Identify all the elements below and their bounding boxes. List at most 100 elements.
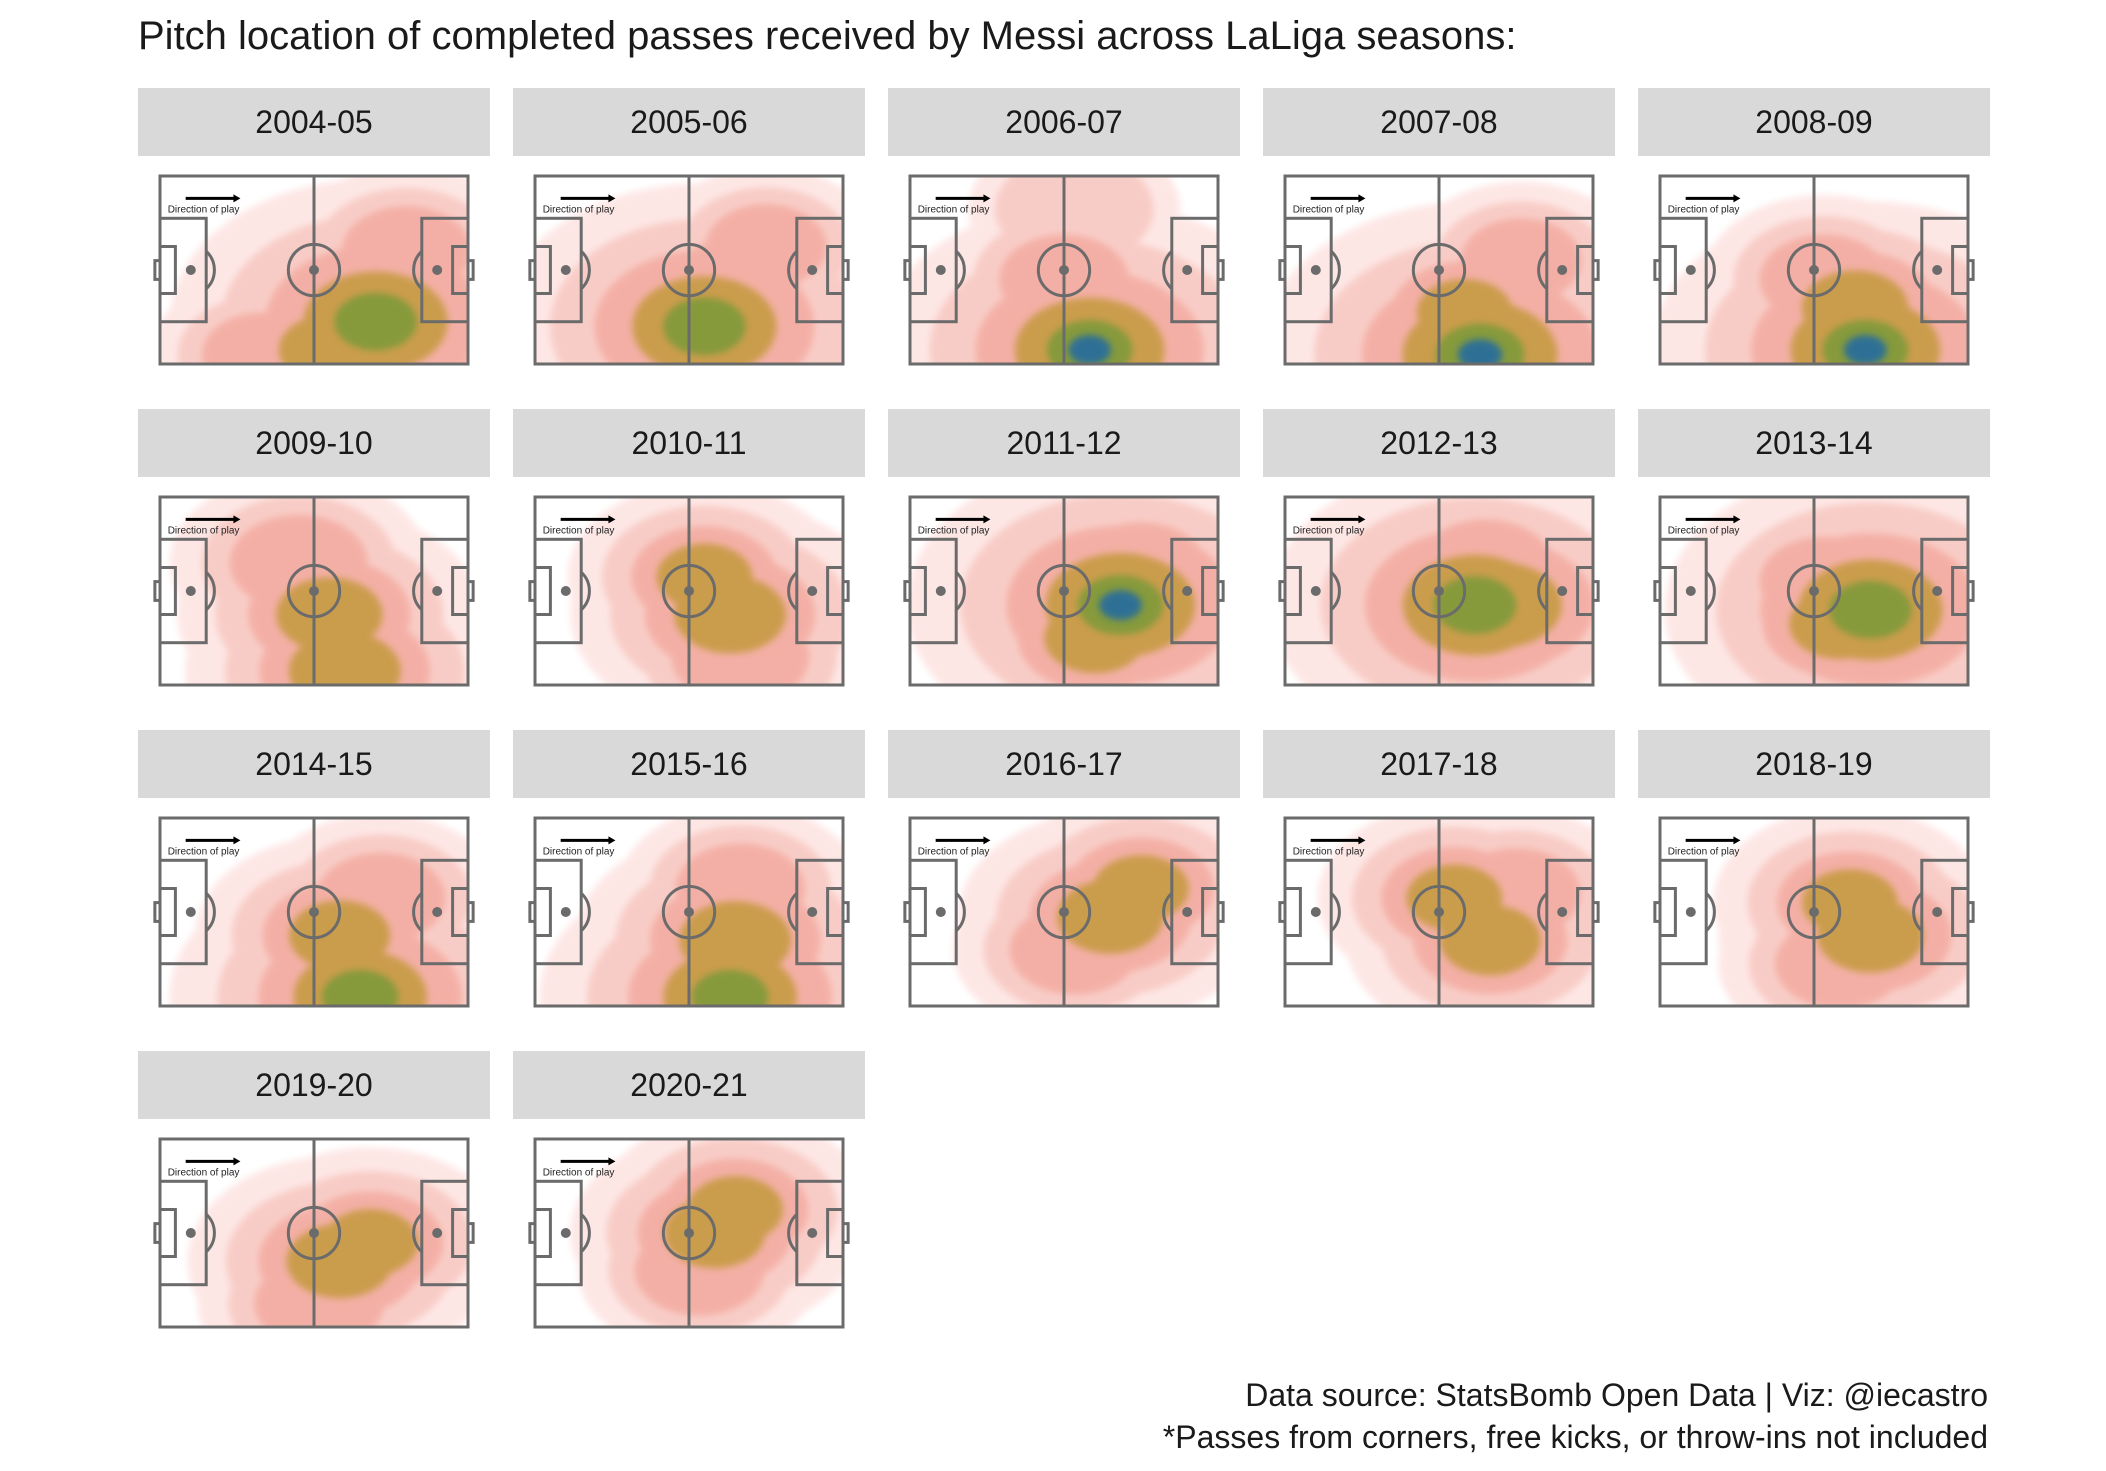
- pitch-density-plot: Direction of play: [528, 816, 850, 1008]
- pitch-markings: [1653, 816, 1975, 1008]
- facet-panel: 2008-09 Direction of play: [1638, 88, 1990, 374]
- facet-panel: 2016-17 Direction of play: [888, 730, 1240, 1016]
- direction-label: Direction of play: [1293, 846, 1365, 857]
- direction-arrow-icon: [1685, 194, 1741, 203]
- direction-label: Direction of play: [168, 1167, 240, 1178]
- density-contour: [1068, 335, 1112, 364]
- pitch-markings: [903, 495, 1225, 687]
- facet-panel: 2010-11 Direction of play: [513, 409, 865, 695]
- direction-arrow-icon: [560, 515, 616, 524]
- direction-arrow-icon: [1310, 194, 1366, 203]
- facet-panel: 2017-18 Direction of play: [1263, 730, 1615, 1016]
- direction-arrow-icon: [1685, 515, 1741, 524]
- caption-source: Data source: StatsBomb Open Data | Viz: …: [1245, 1377, 1988, 1413]
- pitch-markings: [153, 1137, 475, 1329]
- direction-label: Direction of play: [1668, 204, 1740, 215]
- facet-strip-label: 2011-12: [888, 409, 1240, 477]
- facet-panel: 2020-21 Direction of play: [513, 1051, 865, 1337]
- density-layer: [539, 818, 843, 1006]
- chart-title: Pitch location of completed passes recei…: [138, 14, 1517, 58]
- density-contour: [1093, 855, 1189, 922]
- caption-note: *Passes from corners, free kicks, or thr…: [1162, 1419, 1988, 1455]
- pitch-markings: [1278, 816, 1600, 1008]
- pitch-density-plot: Direction of play: [1278, 816, 1600, 1008]
- density-contour: [334, 293, 417, 351]
- pitch-markings: [528, 174, 850, 366]
- direction-label: Direction of play: [918, 204, 990, 215]
- facet-strip-label: 2006-07: [888, 88, 1240, 156]
- direction-arrow-icon: [560, 1157, 616, 1166]
- pitch-markings: [1278, 174, 1600, 366]
- facet-panel: 2007-08 Direction of play: [1263, 88, 1615, 374]
- facet-panel: 2011-12 Direction of play: [888, 409, 1240, 695]
- direction-label: Direction of play: [1668, 525, 1740, 536]
- pitch-density-plot: Direction of play: [1278, 495, 1600, 687]
- facet-strip-label: 2018-19: [1638, 730, 1990, 798]
- facet-panel: 2005-06 Direction of play: [513, 88, 865, 374]
- density-layer: [1660, 195, 1968, 364]
- density-contour: [322, 970, 399, 1006]
- direction-label: Direction of play: [918, 846, 990, 857]
- direction-arrow-icon: [185, 194, 241, 203]
- density-contour: [276, 577, 383, 652]
- direction-label: Direction of play: [168, 204, 240, 215]
- density-layer: [1285, 497, 1593, 685]
- density-layer: [169, 818, 468, 1006]
- facet-strip-label: 2009-10: [138, 409, 490, 477]
- pitch-density-plot: Direction of play: [903, 495, 1225, 687]
- direction-arrow-icon: [185, 1157, 241, 1166]
- direction-label: Direction of play: [1293, 204, 1365, 215]
- direction-label: Direction of play: [1293, 525, 1365, 536]
- direction-arrow-icon: [935, 194, 991, 203]
- direction-arrow-icon: [560, 194, 616, 203]
- facet-strip-label: 2014-15: [138, 730, 490, 798]
- facet-strip-label: 2019-20: [138, 1051, 490, 1119]
- direction-arrow-icon: [1685, 836, 1741, 845]
- facet-panel: 2014-15 Direction of play: [138, 730, 490, 1016]
- facet-strip-label: 2015-16: [513, 730, 865, 798]
- pitch-density-plot: Direction of play: [903, 174, 1225, 366]
- pitch-density-plot: Direction of play: [528, 1137, 850, 1329]
- pitch-density-plot: Direction of play: [528, 495, 850, 687]
- density-contour: [1802, 869, 1898, 936]
- facet-strip-label: 2020-21: [513, 1051, 865, 1119]
- density-contour: [656, 543, 753, 611]
- direction-label: Direction of play: [543, 204, 615, 215]
- pitch-density-plot: Direction of play: [1653, 174, 1975, 366]
- density-contour: [1829, 581, 1912, 639]
- density-contour: [1099, 590, 1142, 620]
- pitch-markings: [153, 495, 475, 687]
- facet-strip-label: 2004-05: [138, 88, 490, 156]
- pitch-density-plot: Direction of play: [903, 816, 1225, 1008]
- pitch-density-plot: Direction of play: [153, 1137, 475, 1329]
- direction-arrow-icon: [185, 515, 241, 524]
- facet-panel: 2015-16 Direction of play: [513, 730, 865, 1016]
- facet-panel: 2009-10 Direction of play: [138, 409, 490, 695]
- density-contour: [1460, 218, 1582, 303]
- direction-arrow-icon: [560, 836, 616, 845]
- facet-panel: 2013-14 Direction of play: [1638, 409, 1990, 695]
- density-layer: [1317, 818, 1593, 1006]
- pitch-density-plot: Direction of play: [153, 495, 475, 687]
- pitch-markings: [153, 174, 475, 366]
- facet-panel: 2018-19 Direction of play: [1638, 730, 1990, 1016]
- density-contour: [687, 1176, 784, 1243]
- direction-arrow-icon: [1310, 836, 1366, 845]
- density-contour: [663, 297, 746, 356]
- density-contour: [322, 1209, 419, 1276]
- density-layer: [169, 497, 468, 685]
- facet-strip-label: 2016-17: [888, 730, 1240, 798]
- density-contour: [1433, 576, 1517, 634]
- pitch-density-plot: Direction of play: [1653, 816, 1975, 1008]
- pitch-markings: [903, 174, 1225, 366]
- pitch-density-plot: Direction of play: [1653, 495, 1975, 687]
- density-contour: [679, 901, 792, 980]
- pitch-density-plot: Direction of play: [153, 174, 475, 366]
- caption: Data source: StatsBomb Open Data | Viz: …: [1163, 1374, 1988, 1458]
- density-contour: [1843, 335, 1887, 364]
- density-layer: [953, 818, 1218, 1006]
- direction-label: Direction of play: [543, 525, 615, 536]
- direction-label: Direction of play: [1668, 846, 1740, 857]
- direction-arrow-icon: [1310, 515, 1366, 524]
